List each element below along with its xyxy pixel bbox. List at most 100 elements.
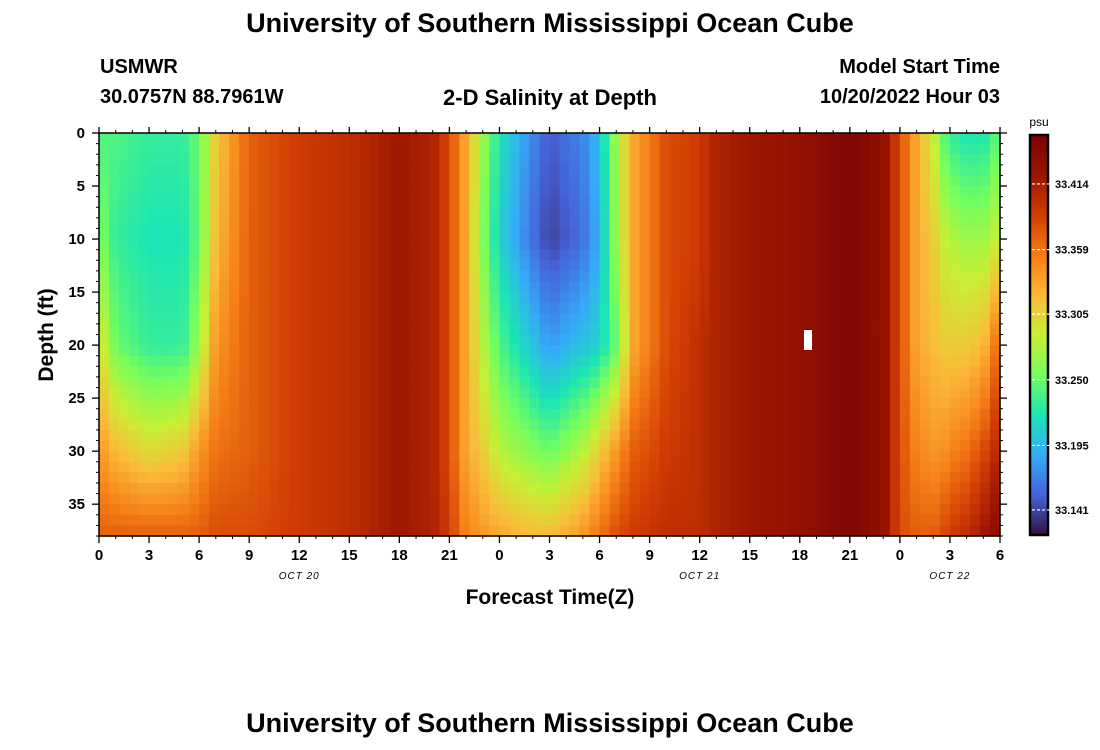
heatmap-cell bbox=[139, 398, 150, 410]
heatmap-cell bbox=[949, 472, 961, 484]
heatmap-cell bbox=[839, 281, 851, 293]
heatmap-cell bbox=[969, 451, 981, 463]
heatmap-cell bbox=[749, 260, 761, 272]
heatmap-cell bbox=[249, 408, 260, 420]
heatmap-cell bbox=[349, 281, 360, 293]
heatmap-cell bbox=[639, 239, 651, 251]
heatmap-cell bbox=[539, 281, 551, 293]
heatmap-cell bbox=[469, 270, 481, 283]
heatmap-cell bbox=[749, 186, 761, 198]
heatmap-cell bbox=[269, 239, 280, 251]
heatmap-cell bbox=[359, 302, 370, 314]
heatmap-cell bbox=[319, 419, 330, 431]
heatmap-cell bbox=[639, 164, 651, 177]
heatmap-cell bbox=[379, 186, 390, 198]
heatmap-cell bbox=[469, 440, 481, 452]
heatmap-cell bbox=[269, 525, 280, 537]
heatmap-cell bbox=[329, 154, 340, 166]
heatmap-cell bbox=[649, 345, 661, 357]
heatmap-cell bbox=[589, 281, 601, 293]
heatmap-cell bbox=[759, 514, 771, 526]
heatmap-cell bbox=[469, 429, 481, 442]
heatmap-cell bbox=[539, 133, 551, 145]
heatmap-cell bbox=[129, 504, 140, 516]
heatmap-cell bbox=[809, 302, 821, 314]
heatmap-cell bbox=[269, 472, 280, 484]
heatmap-cell bbox=[809, 461, 821, 473]
heatmap-cell bbox=[639, 217, 651, 230]
heatmap-cell bbox=[899, 355, 911, 367]
heatmap-cell bbox=[179, 451, 190, 463]
heatmap-cell bbox=[449, 366, 460, 378]
heatmap-cell bbox=[579, 292, 591, 304]
heatmap-cell bbox=[499, 482, 511, 495]
heatmap-cell bbox=[529, 334, 541, 346]
heatmap-cell bbox=[959, 228, 971, 240]
heatmap-cell bbox=[689, 249, 701, 261]
heatmap-cell bbox=[449, 398, 460, 410]
heatmap-cell bbox=[469, 175, 481, 187]
heatmap-cell bbox=[449, 302, 460, 314]
heatmap-cell bbox=[439, 239, 450, 251]
heatmap-cell bbox=[189, 228, 200, 240]
heatmap-cell bbox=[869, 514, 881, 526]
heatmap-cell bbox=[209, 175, 220, 187]
heatmap-cell bbox=[229, 302, 240, 314]
heatmap-cell bbox=[969, 164, 981, 177]
heatmap-cell bbox=[939, 334, 951, 346]
heatmap-cell bbox=[429, 334, 440, 346]
heatmap-cell bbox=[839, 345, 851, 357]
heatmap-cell bbox=[959, 260, 971, 272]
heatmap-cell bbox=[469, 143, 481, 155]
heatmap-cell bbox=[729, 472, 741, 484]
heatmap-cell bbox=[189, 472, 200, 484]
heatmap-cell bbox=[219, 133, 230, 145]
heatmap-cell bbox=[909, 186, 921, 198]
heatmap-cell bbox=[969, 429, 981, 442]
heatmap-cell bbox=[399, 419, 410, 431]
colorbar-segment bbox=[1030, 341, 1048, 344]
station-coordinates: 30.0757N 88.7961W bbox=[100, 86, 284, 108]
heatmap-cell bbox=[759, 345, 771, 357]
heatmap-cell bbox=[119, 133, 130, 145]
heatmap-cell bbox=[579, 196, 591, 208]
heatmap-cell bbox=[439, 355, 450, 367]
colorbar-segment bbox=[1030, 225, 1048, 228]
heatmap-cell bbox=[439, 164, 450, 177]
heatmap-cell bbox=[939, 249, 951, 261]
heatmap-cell bbox=[159, 345, 170, 357]
heatmap-cell bbox=[989, 504, 1001, 516]
heatmap-cell bbox=[659, 472, 671, 484]
heatmap-cell bbox=[129, 164, 140, 177]
colorbar-segment bbox=[1030, 197, 1048, 200]
heatmap-cell bbox=[689, 313, 701, 325]
heatmap-cell bbox=[519, 154, 531, 166]
heatmap-cell bbox=[929, 292, 941, 304]
heatmap-cell bbox=[549, 504, 561, 516]
heatmap-cell bbox=[359, 366, 370, 378]
heatmap-cell bbox=[159, 376, 170, 389]
heatmap-cell bbox=[299, 270, 310, 283]
heatmap-cell bbox=[589, 387, 601, 399]
heatmap-cell bbox=[859, 493, 871, 505]
heatmap-cell bbox=[699, 260, 711, 272]
heatmap-cell bbox=[829, 376, 841, 389]
heatmap-cell bbox=[589, 504, 601, 516]
heatmap-cell bbox=[529, 196, 541, 208]
colorbar-segment bbox=[1030, 217, 1048, 220]
heatmap-cell bbox=[939, 186, 951, 198]
heatmap-cell bbox=[309, 514, 320, 526]
heatmap-cell bbox=[479, 461, 491, 473]
heatmap-cell bbox=[399, 525, 410, 537]
heatmap-cell bbox=[649, 419, 661, 431]
heatmap-cell bbox=[889, 408, 901, 420]
heatmap-cell bbox=[239, 419, 250, 431]
colorbar-segment bbox=[1030, 231, 1048, 234]
heatmap-cell bbox=[809, 260, 821, 272]
heatmap-cell bbox=[559, 408, 571, 420]
heatmap-cell bbox=[949, 164, 961, 177]
heatmap-cell bbox=[759, 217, 771, 230]
heatmap-cell bbox=[809, 133, 821, 145]
heatmap-cell bbox=[389, 366, 400, 378]
heatmap-cell bbox=[669, 514, 681, 526]
